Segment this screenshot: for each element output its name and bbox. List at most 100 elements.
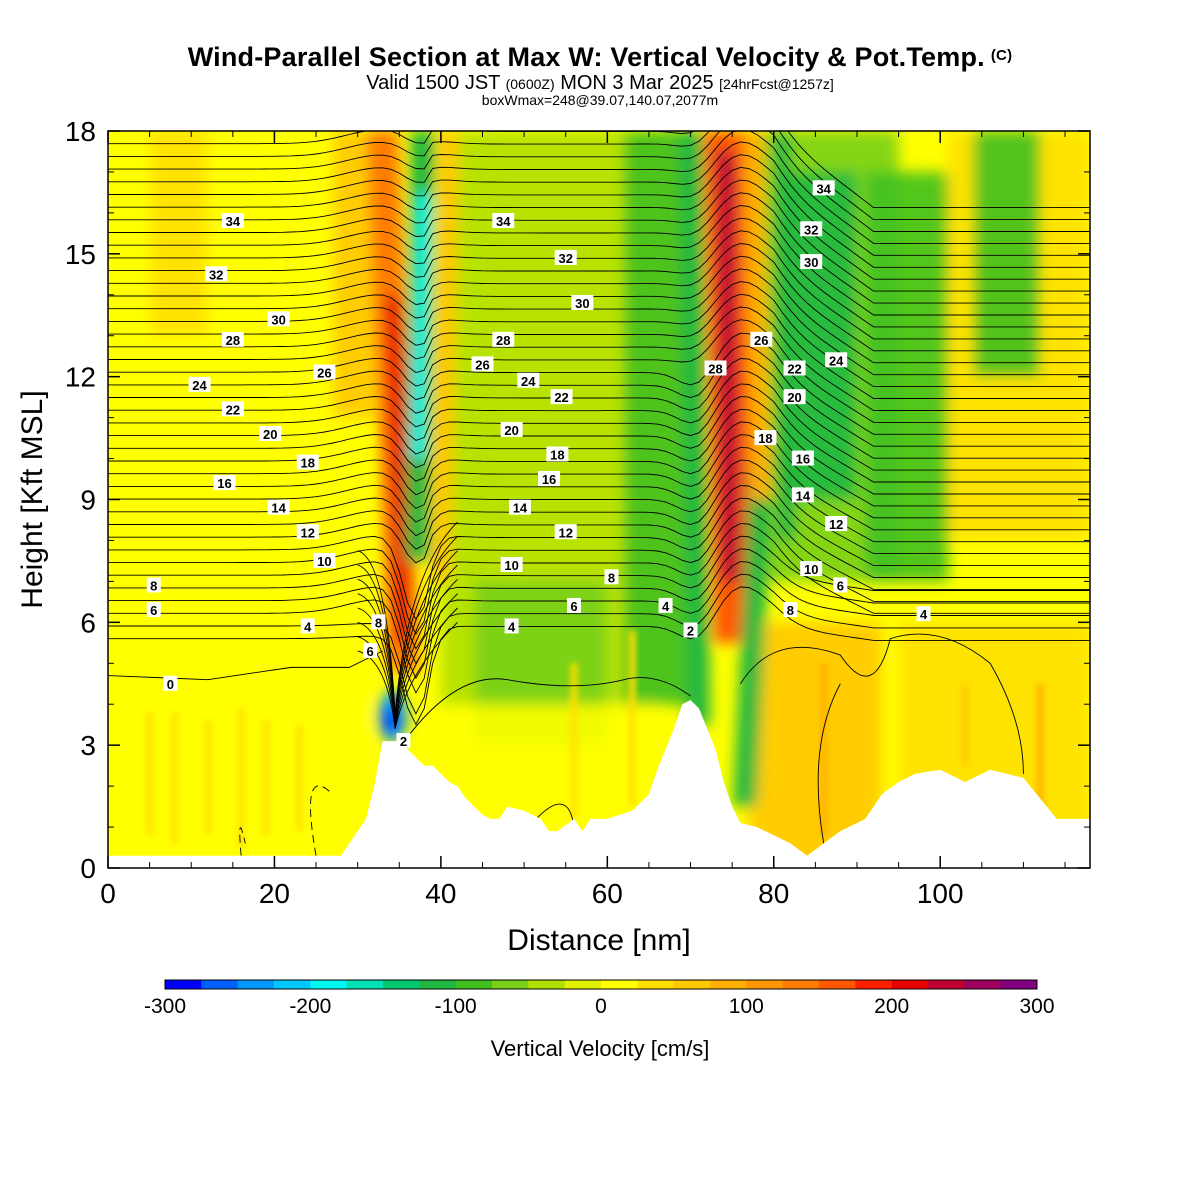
colorbar-segment — [274, 980, 311, 989]
contour-label: 8 — [375, 615, 382, 630]
contour-label: 6 — [367, 644, 374, 659]
field-zone-10 — [973, 131, 1041, 377]
isentrope-lee — [357, 564, 458, 721]
contour-label-box — [750, 331, 773, 347]
field-streak-0 — [145, 712, 154, 836]
isentrope-lee — [357, 593, 458, 725]
field-streak-10 — [961, 683, 970, 766]
colorbar-tick-label: 100 — [729, 995, 764, 1018]
colorbar-segment — [1000, 980, 1038, 989]
contour-label-box — [300, 618, 315, 634]
isentrope — [108, 319, 1090, 423]
contour-label-box — [205, 266, 228, 282]
contour-label: 14 — [513, 501, 528, 516]
chart-title: Wind-Parallel Section at Max W: Vertical… — [187, 42, 1013, 72]
isentrope — [108, 192, 1090, 304]
contour-label-box — [146, 602, 161, 618]
contour-label-box — [221, 401, 244, 417]
contour-label-box — [683, 622, 698, 638]
colorbar-segment — [819, 980, 856, 989]
contour-label-box — [163, 675, 178, 691]
isentrope — [108, 472, 1090, 567]
contour-label-box — [554, 249, 577, 265]
isentrope-dashed — [310, 785, 334, 856]
contour-label-box — [504, 618, 519, 634]
contour-label-box — [221, 331, 244, 347]
field-zone-8 — [865, 171, 949, 582]
isentrope — [108, 332, 1090, 435]
isentrope-lee — [357, 550, 458, 719]
colorbar-segment — [746, 980, 784, 989]
contour-label: 30 — [804, 255, 818, 270]
contour-label: 20 — [787, 390, 801, 405]
isentrope — [108, 179, 1090, 292]
contour-label-box — [800, 561, 823, 577]
contour-label: 2 — [400, 734, 407, 749]
contour-label: 2 — [687, 624, 694, 639]
contour-label-box — [267, 311, 290, 327]
chart-box-info: boxWmax=248@39.07,140.07,2077m — [481, 92, 719, 108]
isentrope — [108, 131, 1090, 244]
isentrope — [108, 217, 1090, 328]
field-streak-4 — [262, 720, 271, 836]
isentrope — [108, 166, 1090, 280]
isentrope — [108, 293, 1090, 399]
contour-label-box — [259, 425, 282, 441]
contour-label-box — [296, 454, 319, 470]
contour-label-box — [554, 524, 577, 540]
contour-labels: 3432302826242220181614121086408623432302… — [146, 180, 931, 749]
colorbar-segment — [564, 980, 602, 989]
colorbar-segment — [710, 980, 747, 989]
contour-label: 16 — [542, 472, 556, 487]
field-streak-6 — [570, 663, 579, 819]
contour-label-box — [791, 450, 814, 466]
contour-label: 28 — [226, 333, 240, 348]
contour-label: 28 — [708, 361, 722, 376]
contour-label: 32 — [804, 222, 818, 237]
colorbar-segment — [201, 980, 239, 989]
field-streak-5 — [295, 724, 304, 832]
chart-subtitle: Valid 1500 JST (0600Z) MON 3 Mar 2025 [2… — [366, 72, 834, 94]
contour-label-box — [500, 421, 523, 437]
contour-label: 10 — [317, 554, 331, 569]
contour-label-box — [146, 577, 161, 593]
colorbar-segment — [891, 980, 929, 989]
copyright-mark: (C) — [990, 47, 1013, 64]
contour-label: 6 — [837, 578, 844, 593]
colorbar-segment — [165, 980, 202, 989]
contour-label-box — [800, 221, 823, 237]
colorbar-tick-label: -300 — [144, 995, 186, 1018]
y-tick-label: 9 — [80, 485, 96, 516]
contour-label-box — [546, 446, 569, 462]
field-streak-9 — [844, 683, 853, 836]
isentrope — [108, 243, 1090, 352]
isentrope — [108, 306, 1090, 411]
contour-label: 18 — [550, 447, 564, 462]
contour-label: 4 — [508, 619, 516, 634]
contour-label: 30 — [575, 296, 589, 311]
contour-label: 24 — [521, 374, 536, 389]
contour-label-box — [500, 557, 523, 573]
isentrope — [108, 154, 1090, 268]
isentrope-dashed — [239, 827, 246, 856]
contour-label-box — [538, 471, 561, 487]
field-streak-7 — [628, 630, 637, 807]
colorbar-segment — [964, 980, 1002, 989]
contour-label-box — [213, 475, 236, 491]
colorbar-segment — [383, 980, 420, 989]
colorbar-segment — [310, 980, 348, 989]
isentrope — [108, 510, 1090, 635]
colorbar-tick-label: -200 — [289, 995, 331, 1018]
isentrope — [108, 573, 1090, 715]
contour-label: 22 — [787, 361, 801, 376]
field-streaks — [145, 630, 1045, 848]
isentrope — [108, 408, 1090, 507]
colorbar-label: Vertical Velocity [cm/s] — [490, 1036, 710, 1061]
y-tick-label: 0 — [80, 853, 96, 884]
contour-label: 14 — [796, 488, 811, 503]
isentrope — [108, 141, 1090, 256]
isentrope — [108, 358, 1090, 459]
contour-label: 26 — [754, 333, 768, 348]
colorbar-segment — [346, 980, 384, 989]
